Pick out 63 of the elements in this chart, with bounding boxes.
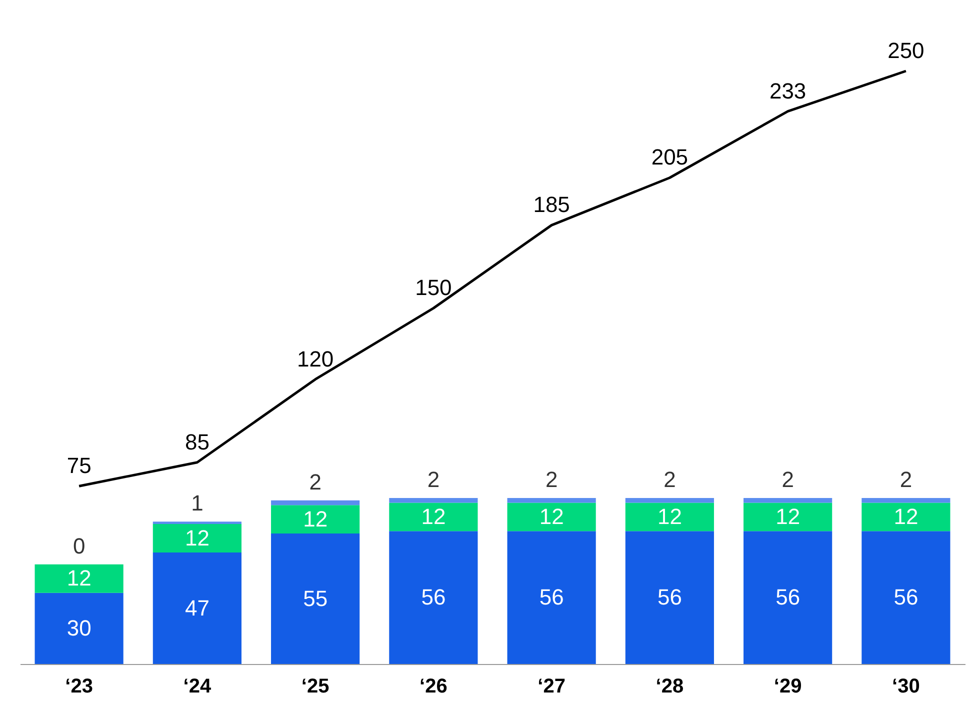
data-label: 0 (72, 533, 86, 558)
bar (389, 502, 478, 532)
bar (507, 531, 596, 664)
x-tick-label: ‘30 (892, 676, 920, 698)
data-label: 233 (769, 78, 806, 104)
bar (271, 505, 360, 534)
x-tick-label: ‘25 (301, 676, 330, 698)
x-tick-label: ‘28 (656, 676, 684, 698)
bar (744, 531, 832, 664)
bar (152, 524, 242, 553)
data-label: 12 (539, 504, 564, 529)
data-label: 185 (533, 192, 570, 218)
data-label: 120 (296, 346, 334, 372)
bar (34, 592, 124, 664)
x-tick-label: ‘26 (420, 676, 448, 698)
data-label: 12 (303, 506, 328, 532)
data-label: 55 (303, 586, 328, 611)
data-label: 2 (900, 466, 912, 492)
bar (271, 500, 360, 506)
data-label: 56 (776, 584, 800, 610)
data-label: 12 (184, 525, 210, 550)
data-label: 12 (776, 504, 800, 529)
data-label: 2 (545, 466, 558, 492)
data-label: 2 (309, 469, 322, 494)
bar (744, 498, 832, 503)
bar (625, 502, 714, 532)
bar (152, 552, 242, 664)
data-label: 12 (66, 566, 92, 591)
bar (152, 522, 242, 524)
data-label: 2 (664, 466, 676, 492)
data-label: 2 (782, 466, 794, 492)
data-label: 30 (66, 615, 92, 640)
data-label: 12 (657, 504, 682, 529)
data-label: 12 (421, 504, 446, 529)
bar (507, 498, 596, 503)
data-label: 12 (894, 504, 918, 529)
bar (862, 531, 950, 664)
x-tick-label: ‘24 (183, 676, 212, 698)
x-tick-label: ‘27 (538, 676, 566, 698)
data-label: 150 (415, 275, 452, 300)
data-label: 56 (539, 584, 564, 610)
data-label: 2 (427, 466, 440, 492)
data-label: 47 (184, 595, 210, 620)
data-label: 250 (888, 38, 924, 63)
x-tick-label: ‘23 (65, 676, 93, 698)
bar (625, 531, 714, 664)
data-label: 56 (421, 584, 446, 610)
data-label: 75 (66, 453, 92, 478)
bar (34, 564, 124, 593)
data-label: 56 (657, 584, 682, 610)
x-tick-label: ‘29 (774, 676, 802, 698)
bar (389, 531, 478, 664)
data-label: 85 (184, 429, 210, 454)
data-label: 1 (191, 490, 204, 516)
data-label: 56 (894, 584, 918, 610)
bar (389, 498, 478, 503)
bar (862, 498, 950, 503)
bar (625, 498, 714, 503)
bar (862, 502, 950, 532)
bar (507, 502, 596, 532)
bar (271, 534, 360, 664)
bar (744, 502, 832, 532)
data-label: 205 (651, 144, 688, 170)
